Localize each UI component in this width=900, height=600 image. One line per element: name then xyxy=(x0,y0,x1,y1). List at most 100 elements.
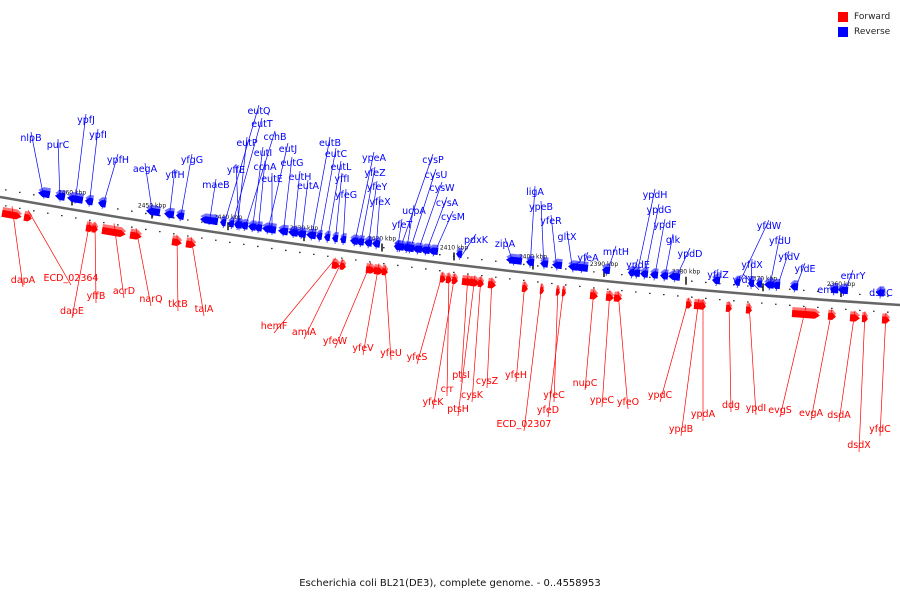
gene-label-yfdX: yfdX xyxy=(741,260,763,271)
gene-arrow-ypdF xyxy=(650,268,659,279)
gene-label-eutH: eutH xyxy=(289,172,312,183)
leader-line xyxy=(663,233,674,282)
leader-line xyxy=(396,218,403,253)
leader-line xyxy=(27,210,72,286)
leader-line xyxy=(460,274,469,383)
gene-label-tktB: tktB xyxy=(168,299,187,310)
gene-arrow-ypdI xyxy=(745,303,753,314)
gene-label-yfeC: yfeC xyxy=(543,390,565,401)
forward-swatch xyxy=(838,11,848,22)
leader-line xyxy=(779,306,807,418)
leader-line xyxy=(416,271,444,365)
legend-item-forward: Forward xyxy=(838,9,890,24)
kbp-tick-label: 2370 kbp xyxy=(749,275,777,282)
leader-line xyxy=(553,284,559,403)
gene-label-cchA: cchA xyxy=(254,162,277,173)
leader-line xyxy=(471,276,482,403)
gene-arrow-ypfH xyxy=(98,196,107,208)
gene-label-ucpA: ucpA xyxy=(402,206,426,217)
leader-line xyxy=(30,131,45,199)
gene-label-ypdC: ypdC xyxy=(648,390,673,401)
gene-label-ypdD: ypdD xyxy=(678,249,703,260)
gene-arrow-eutI xyxy=(248,220,257,231)
gene-label-evgA: evgA xyxy=(799,408,823,419)
leader-line xyxy=(680,298,700,437)
leader-line xyxy=(838,310,856,423)
gene-label-yfeV: yfeV xyxy=(352,343,374,354)
gene-label-amiA: amiA xyxy=(292,327,317,338)
gene-label-dsdC: dsdC xyxy=(869,288,893,299)
leader-line xyxy=(858,311,866,453)
gene-label-nupC: nupC xyxy=(573,378,598,389)
gene-arrow-yfeR xyxy=(552,258,563,270)
gene-label-ypfJ: ypfJ xyxy=(77,115,95,126)
gene-label-yfdC: yfdC xyxy=(869,424,891,435)
gene-label-ligA: ligA xyxy=(526,187,544,198)
leader-line xyxy=(566,230,574,273)
legend-item-reverse: Reverse xyxy=(838,24,890,39)
gene-arrow-yfdY xyxy=(756,277,763,288)
kbp-tick-label: 2390 kbp xyxy=(590,261,618,268)
gene-arrow-ECD_02307 xyxy=(539,283,545,294)
gene-label-purC: purC xyxy=(47,140,70,151)
gene-label-ypdA: ypdA xyxy=(691,409,716,420)
gene-label-ypdH: ypdH xyxy=(643,190,668,201)
gene-label-ypfI: ypfI xyxy=(89,130,107,141)
leader-line xyxy=(547,285,565,418)
gene-arrow-aegA xyxy=(146,204,161,217)
gene-label-narQ: narQ xyxy=(139,294,162,305)
gene-arrow-glk xyxy=(660,269,669,280)
leader-line xyxy=(659,297,690,403)
legend: Forward Reverse xyxy=(838,9,890,39)
leader-line xyxy=(334,262,372,349)
leader-line xyxy=(768,234,781,291)
gene-label-yfeU: yfeU xyxy=(380,348,402,359)
leader-line xyxy=(523,283,543,432)
leader-line xyxy=(617,290,629,410)
gene-label-yfeR: yfeR xyxy=(540,216,562,227)
leader-line xyxy=(251,146,264,233)
leader-line xyxy=(94,221,97,304)
gene-label-yfeK: yfeK xyxy=(422,397,444,408)
leader-line xyxy=(266,142,289,235)
gene-label-yffH: yffH xyxy=(165,170,184,181)
gene-arrow-yffE xyxy=(236,218,243,229)
gene-label-eutG: eutG xyxy=(281,158,304,169)
leader-line xyxy=(715,268,719,287)
gene-label-yfdU: yfdU xyxy=(769,236,791,247)
leader-line xyxy=(653,218,666,281)
gene-label-acrD: acrD xyxy=(113,286,135,297)
genome-caption: Escherichia coli BL21(DE3), complete gen… xyxy=(299,578,601,589)
gene-label-ypeC: ypeC xyxy=(590,395,614,406)
gene-arrow-amiA xyxy=(339,259,347,270)
leader-line xyxy=(334,172,343,244)
legend-label-reverse: Reverse xyxy=(854,26,891,37)
gene-label-ypdI: ypdI xyxy=(746,403,766,414)
gene-label-eutJ: eutJ xyxy=(279,144,297,155)
leader-line xyxy=(359,166,376,248)
kbp-tick-label: 2410 kbp xyxy=(440,244,468,251)
leader-line xyxy=(57,138,61,202)
gene-arrow-ptsH xyxy=(469,275,481,287)
leader-line xyxy=(292,170,301,238)
kbp-tick-label: 2420 kbp xyxy=(368,236,396,243)
gene-label-cysZ: cysZ xyxy=(476,376,499,387)
gene-label-cysP: cysP xyxy=(422,155,444,166)
leader-line xyxy=(793,262,806,293)
gene-label-gltX: gltX xyxy=(558,232,577,243)
gene-arrow-yfdZ xyxy=(712,273,721,285)
gene-label-yfgG: yfgG xyxy=(181,155,203,166)
leader-line xyxy=(742,273,760,290)
leader-line xyxy=(362,263,380,356)
gene-arrow-yfeT xyxy=(394,239,401,251)
leader-line xyxy=(775,250,790,292)
leader-line xyxy=(504,237,515,266)
gene-label-ptsI: ptsI xyxy=(452,370,470,381)
gene-label-yfdZ: yfdZ xyxy=(707,270,729,281)
kbp-tick-label: 2380 kbp xyxy=(672,269,700,276)
gene-label-eutA: eutA xyxy=(297,181,320,192)
leader-line xyxy=(635,188,656,279)
gene-label-yfeT: yfeT xyxy=(392,220,413,231)
gene-label-cysU: cysU xyxy=(425,170,448,181)
